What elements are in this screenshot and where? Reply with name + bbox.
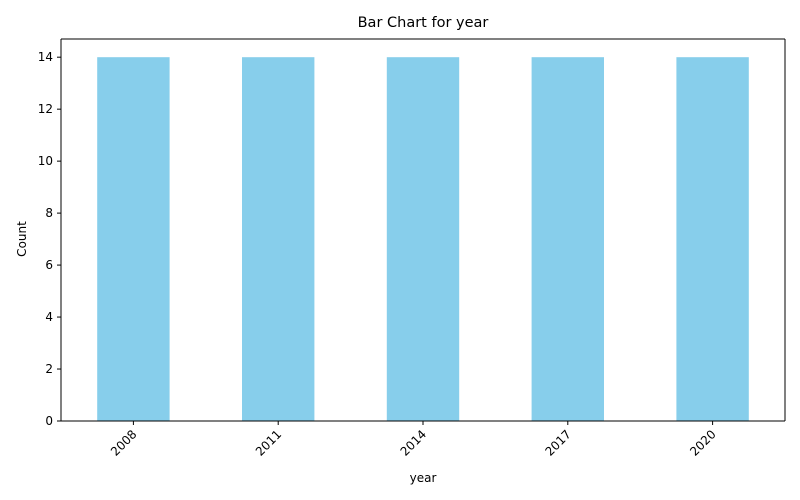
y-tick-label: 4 bbox=[45, 310, 53, 324]
bars-layer bbox=[97, 57, 749, 421]
y-tick-label: 2 bbox=[45, 362, 53, 376]
y-tick-label: 6 bbox=[45, 258, 53, 272]
x-tick-label-2008: 2008 bbox=[108, 427, 139, 458]
chart-title: Bar Chart for year bbox=[358, 15, 489, 31]
y-tick-label: 12 bbox=[38, 102, 53, 116]
bar-2008 bbox=[97, 57, 170, 421]
y-tick-label: 10 bbox=[38, 154, 53, 168]
bar-2020 bbox=[676, 57, 749, 421]
x-tick-label-2014: 2014 bbox=[398, 427, 429, 458]
y-tick-label: 8 bbox=[45, 206, 53, 220]
bar-2017 bbox=[531, 57, 604, 421]
bar-2014 bbox=[386, 57, 460, 421]
x-ticks: 2008 2011 2014 2017 2020 bbox=[108, 421, 719, 459]
x-tick-label-2017: 2017 bbox=[542, 427, 573, 458]
y-tick-label: 0 bbox=[45, 414, 53, 428]
x-tick-label-2020: 2020 bbox=[687, 427, 718, 458]
y-ticks: 0 2 4 6 8 10 12 14 bbox=[38, 50, 61, 428]
x-axis-label: year bbox=[410, 471, 437, 485]
y-axis-label: Count bbox=[15, 221, 29, 257]
axes-layer bbox=[60, 38, 786, 422]
y-tick-label: 14 bbox=[38, 50, 53, 64]
x-tick-label-2011: 2011 bbox=[253, 427, 284, 458]
bar-2011 bbox=[242, 57, 315, 421]
